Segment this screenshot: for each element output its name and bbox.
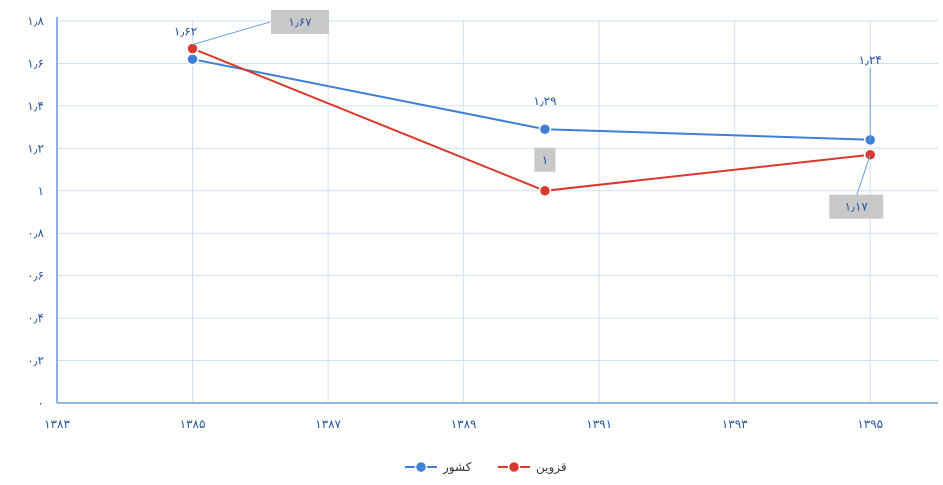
y-tick-label: ۰٫۸ <box>27 226 44 240</box>
series-layer <box>186 42 877 198</box>
grid <box>57 20 938 403</box>
legend-label-1: قزوین <box>536 460 567 475</box>
data-label: ۱٫۶۲ <box>174 25 197 39</box>
legend-marker-1 <box>507 460 521 474</box>
x-tick-label: ۱۳۹۱ <box>586 417 612 431</box>
data-labels: ۱٫۲۹ ۱٫۲۴ ۱٫۶۲ ۱ ۱٫۱۷ ۱٫۶۷ <box>174 10 884 219</box>
y-tick-label: ۰٫۶ <box>27 269 44 283</box>
label-box <box>829 194 884 219</box>
legend-label-0: کشور <box>442 460 472 475</box>
axes: ۰ ۰٫۲ ۰٫۴ ۰٫۶ ۰٫۸ ۱ ۱٫۲ ۱٫۴ ۱٫۶ ۱٫۸ ۱۳۸۳ ۱۳۸۵ ۱۳۸۷ ۱۳… <box>27 14 938 431</box>
series-point-0 <box>538 122 552 136</box>
y-tick-label: ۰٫۲ <box>27 354 44 368</box>
x-tick-label: ۱۳۹۵ <box>857 417 883 431</box>
callout-leader-line <box>192 21 271 46</box>
x-tick-label: ۱۳۸۵ <box>180 417 206 431</box>
series-point-1 <box>538 184 552 198</box>
series-line-1 <box>192 47 871 192</box>
data-label: ۱ <box>542 153 548 167</box>
data-label: ۱٫۲۹ <box>533 94 556 108</box>
data-label: ۱٫۱۷ <box>845 200 869 214</box>
legend-marker-0 <box>414 460 428 474</box>
callout-box <box>271 10 329 34</box>
y-tick-label: ۱ <box>38 184 44 198</box>
y-tick-label: ۱٫۶ <box>27 56 44 70</box>
data-label: ۱٫۲۴ <box>859 53 882 67</box>
series-line-0 <box>192 58 871 141</box>
legend: کشور قزوین <box>405 460 567 475</box>
y-tick-label: ۱٫۴ <box>27 99 44 113</box>
y-tick-label: ۰ <box>38 396 44 410</box>
label-leader-line <box>855 154 871 197</box>
x-tick-label: ۱۳۹۳ <box>722 417 748 431</box>
y-tick-label: ۰٫۴ <box>27 311 44 325</box>
series-point-1 <box>186 42 199 55</box>
x-tick-label: ۱۳۸۹ <box>451 417 477 431</box>
label-box <box>534 147 556 172</box>
series-point-0 <box>186 52 199 66</box>
callout-label: ۱٫۶۷ <box>288 15 312 29</box>
x-tick-label: ۱۳۸۳ <box>44 417 70 431</box>
x-tick-label: ۱۳۸۷ <box>315 417 341 431</box>
y-tick-label: ۱٫۸ <box>27 14 44 28</box>
y-tick-label: ۱٫۲ <box>27 141 44 155</box>
